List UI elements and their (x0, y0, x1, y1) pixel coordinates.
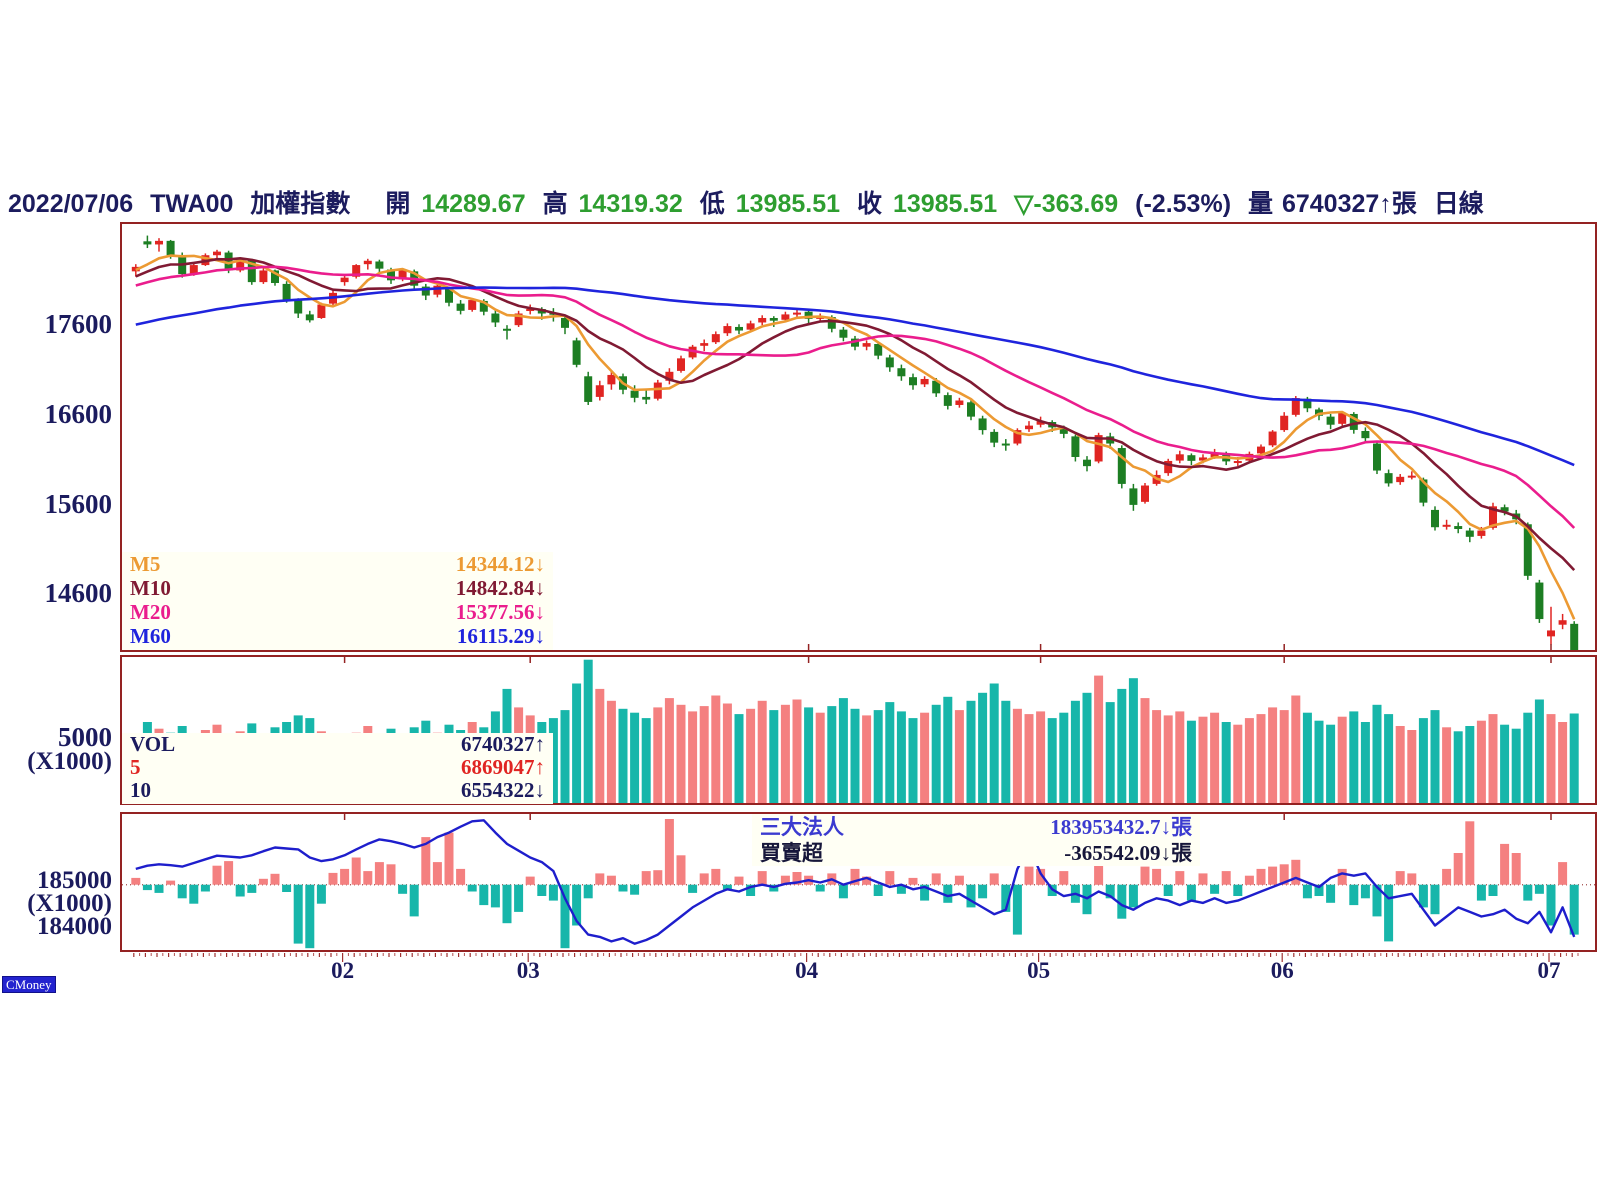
cmoney-logo: CMoney (2, 976, 56, 993)
high-label: 高 (542, 190, 568, 218)
change-value: ▽-363.69 (1014, 190, 1119, 218)
volume-unit-label: (X1000) (27, 748, 112, 775)
close-label: 收 (856, 190, 882, 218)
period-label: 日線 (1433, 190, 1484, 218)
inst-total-label: 三大法人 (760, 815, 844, 839)
inst-ytick-184000: 184000 (37, 913, 112, 940)
ma5-label: M5 (130, 552, 161, 576)
inst-ytick-185000: 185000 (37, 867, 112, 894)
quote-symbol: TWA00 (150, 190, 234, 218)
price-ytick-16600: 16600 (44, 399, 113, 429)
close-value: 13985.51 (892, 190, 998, 218)
ma20-value: 15377.56↓ (455, 600, 545, 624)
ma60-value: 16115.29↓ (456, 624, 545, 648)
quote-name: 加權指數 (250, 190, 351, 218)
vol10-value: 6554322↓ (461, 778, 545, 802)
low-label: 低 (699, 190, 725, 218)
vol5-row: 5 6869047↑ (122, 756, 553, 779)
month-label-04: 04 (795, 958, 819, 983)
ma20-label: M20 (130, 600, 171, 624)
volume-ytick-5000: 5000 (58, 722, 112, 752)
quote-date: 2022/07/06 (8, 190, 134, 218)
institutional-canvas (122, 814, 1595, 949)
inst-total-row: 三大法人 183953432.7↓張 (752, 814, 1200, 840)
change-percent: (-2.53%) (1135, 190, 1232, 218)
month-label-06: 06 (1270, 958, 1294, 983)
institutional-legend: 三大法人 183953432.7↓張 買賣超 -365542.09↓張 (752, 814, 1200, 866)
volume-legend: VOL 6740327↑ 5 6869047↑ 10 6554322↓ (122, 733, 553, 804)
date-ruler-canvas (133, 953, 1579, 962)
price-ytick-14600: 14600 (44, 578, 113, 608)
month-label-03: 03 (516, 958, 540, 983)
vol-value: 6740327↑ (461, 732, 545, 756)
ma-legend: M5 14344.12↓ M10 14842.84↓ M20 15377.56↓ M6… (122, 552, 553, 650)
inst-net-label: 買賣超 (760, 841, 823, 865)
price-ytick-15600: 15600 (44, 489, 113, 519)
price-chart-canvas (131, 235, 1579, 650)
low-value: 13985.51 (735, 190, 841, 218)
volume-label: 量 (1247, 190, 1273, 218)
vol5-label: 5 (130, 755, 141, 779)
inst-net-value: -365542.09↓張 (1064, 841, 1192, 865)
ma10-label: M10 (130, 576, 171, 600)
open-label: 開 (385, 190, 411, 218)
inst-net-row: 買賣超 -365542.09↓張 (752, 840, 1200, 866)
vol-row: VOL 6740327↑ (122, 733, 553, 756)
ma5-row: M5 14344.12↓ (122, 552, 553, 576)
date-axis-ruler (120, 952, 1597, 966)
ma10-value: 14842.84↓ (455, 576, 545, 600)
volume-value: 6740327↑張 (1281, 190, 1417, 218)
inst-total-value: 183953432.7↓張 (1050, 815, 1192, 839)
month-label-02: 02 (331, 958, 355, 983)
price-ytick-17600: 17600 (44, 309, 113, 339)
vol10-label: 10 (130, 778, 151, 802)
ma60-row: M60 16115.29↓ (122, 624, 553, 648)
quote-header: 2022/07/06 TWA00 加權指數 開 14289.67 高 14319… (8, 184, 1600, 218)
ma20-row: M20 15377.56↓ (122, 600, 553, 624)
ma5-value: 14344.12↓ (455, 552, 545, 576)
month-label-07: 07 (1537, 958, 1561, 983)
open-value: 14289.67 (421, 190, 526, 218)
ma60-label: M60 (130, 624, 171, 648)
inst-unit-label: (X1000) (27, 890, 112, 917)
vol-label: VOL (130, 732, 176, 756)
high-value: 14319.32 (578, 190, 683, 218)
month-label-05: 05 (1027, 958, 1051, 983)
vol10-row: 10 6554322↓ (122, 779, 553, 802)
vol5-value: 6869047↑ (461, 755, 545, 779)
ma10-row: M10 14842.84↓ (122, 576, 553, 600)
